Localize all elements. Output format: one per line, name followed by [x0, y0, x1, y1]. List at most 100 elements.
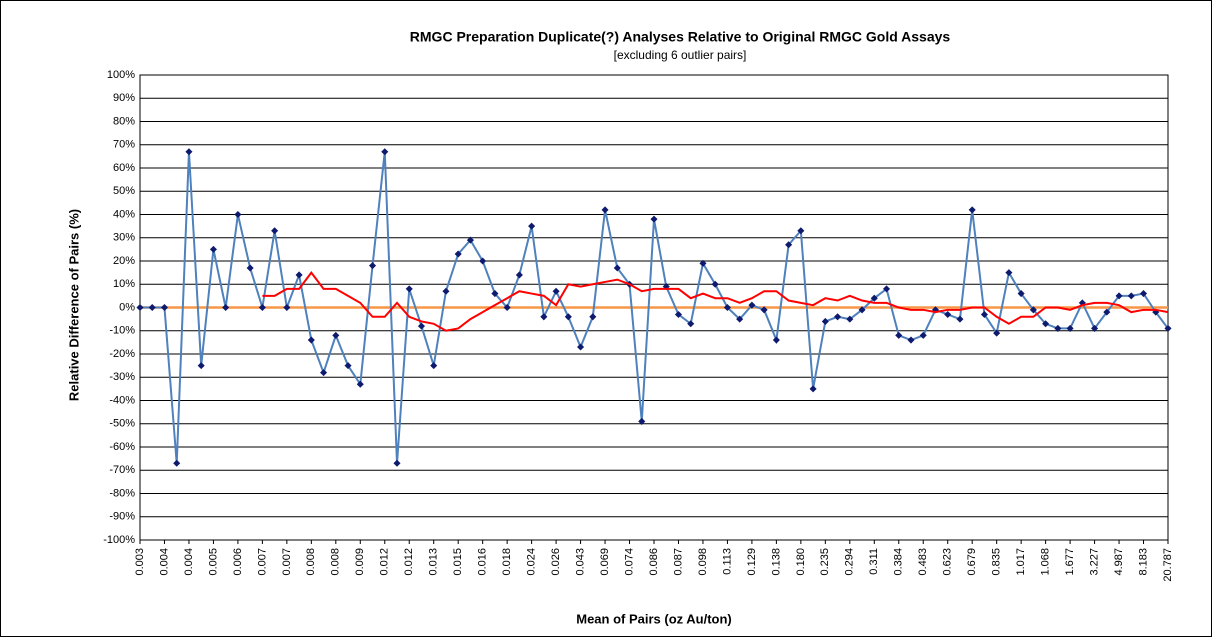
x-tick-label: 20.787	[1162, 548, 1174, 582]
y-tick-label: 0%	[119, 301, 135, 313]
point-marker	[993, 329, 1001, 337]
x-tick-label: 0.018	[501, 548, 513, 576]
x-tick-label: 0.483	[917, 548, 929, 576]
point-marker	[344, 362, 352, 370]
point-marker	[577, 343, 585, 351]
point-marker	[846, 315, 854, 323]
y-tick-label: 80%	[113, 115, 135, 127]
x-tick-label: 0.008	[330, 548, 342, 576]
point-marker	[466, 236, 474, 244]
y-tick-label: -30%	[109, 371, 135, 383]
x-tick-label: 0.026	[550, 548, 562, 576]
y-tick-label: 10%	[113, 278, 135, 290]
x-tick-label: 0.012	[379, 548, 391, 576]
point-marker	[944, 310, 952, 319]
point-marker	[258, 303, 266, 312]
point-marker	[515, 271, 523, 279]
x-tick-label: 0.180	[795, 548, 807, 576]
point-marker	[772, 336, 780, 344]
y-tick-label: 100%	[107, 69, 135, 81]
x-tick-label: 0.679	[966, 548, 978, 576]
x-tick-label: 0.007	[256, 548, 268, 576]
x-tick-label: 0.294	[844, 548, 856, 576]
x-tick-label: 0.138	[770, 548, 782, 576]
point-marker	[797, 227, 805, 235]
point-marker	[160, 303, 169, 312]
x-tick-label: 0.005	[207, 548, 219, 576]
y-tick-label: -100%	[103, 534, 135, 546]
x-tick-label: 0.004	[183, 548, 195, 576]
point-marker	[295, 271, 303, 279]
point-marker	[638, 417, 646, 425]
x-tick-label: 0.086	[648, 548, 660, 576]
x-tick-label: 0.009	[354, 548, 366, 576]
point-marker	[882, 285, 891, 293]
point-marker	[736, 315, 744, 323]
point-marker	[271, 227, 279, 235]
point-marker	[528, 222, 536, 230]
point-marker	[699, 259, 707, 267]
x-tick-label: 0.113	[721, 548, 733, 575]
x-tick-label: 1.017	[1015, 548, 1027, 576]
point-marker	[1017, 290, 1025, 298]
x-tick-label: 0.235	[819, 548, 831, 576]
y-axis-label: Relative Difference of Pairs (%)	[66, 209, 81, 401]
point-marker	[919, 331, 927, 339]
point-marker	[870, 294, 878, 302]
x-tick-label: 0.007	[281, 548, 293, 576]
x-tick-label: 0.087	[672, 548, 684, 576]
y-tick-label: -90%	[109, 511, 135, 523]
point-marker	[552, 287, 560, 295]
y-tick-label: -50%	[109, 418, 135, 430]
point-marker	[185, 148, 193, 156]
x-tick-label: 0.043	[574, 548, 586, 576]
point-marker	[136, 303, 144, 312]
point-marker	[368, 262, 377, 270]
point-marker	[613, 264, 621, 272]
y-tick-label: -60%	[109, 441, 135, 453]
point-marker	[968, 206, 976, 214]
x-tick-label: 0.004	[158, 548, 170, 576]
point-marker	[748, 301, 756, 309]
point-marker	[980, 310, 988, 319]
y-tick-label: -10%	[109, 325, 135, 337]
point-marker	[711, 280, 719, 288]
x-tick-label: 0.311	[868, 548, 880, 575]
y-tick-label: 20%	[113, 255, 135, 267]
point-marker	[393, 459, 401, 467]
point-marker	[148, 303, 156, 312]
y-tick-label: 50%	[113, 185, 135, 197]
x-tick-label: 4.987	[1113, 548, 1125, 576]
point-marker	[320, 369, 328, 377]
y-tick-label: 70%	[113, 139, 135, 151]
point-marker	[430, 362, 438, 370]
x-tick-label: 0.129	[746, 548, 758, 576]
point-marker	[785, 241, 793, 249]
x-tick-label: 0.006	[232, 548, 244, 576]
point-marker	[307, 336, 315, 344]
x-tick-label: 0.074	[623, 548, 635, 576]
chart-subtitle: [excluding 6 outlier pairs]	[614, 48, 747, 62]
point-marker	[564, 313, 572, 321]
point-marker	[809, 385, 817, 393]
point-marker	[540, 313, 548, 321]
x-tick-label: 3.227	[1088, 548, 1100, 576]
point-marker	[234, 210, 242, 219]
y-tick-label: 30%	[113, 232, 135, 244]
y-tick-label: 90%	[113, 92, 135, 104]
point-marker	[650, 215, 658, 223]
y-tick-label: -20%	[109, 348, 135, 360]
point-marker	[246, 264, 254, 272]
point-marker	[283, 303, 291, 312]
x-tick-label: 0.012	[403, 548, 415, 576]
x-tick-label: 0.003	[134, 548, 146, 576]
x-tick-label: 1.677	[1064, 548, 1076, 576]
point-marker	[356, 380, 364, 388]
point-marker	[209, 245, 217, 253]
x-tick-label: 0.015	[452, 548, 464, 576]
y-tick-label: 60%	[113, 162, 135, 174]
y-tick-label: 40%	[113, 208, 135, 220]
y-tick-label: -40%	[109, 394, 135, 406]
point-marker	[601, 206, 609, 214]
